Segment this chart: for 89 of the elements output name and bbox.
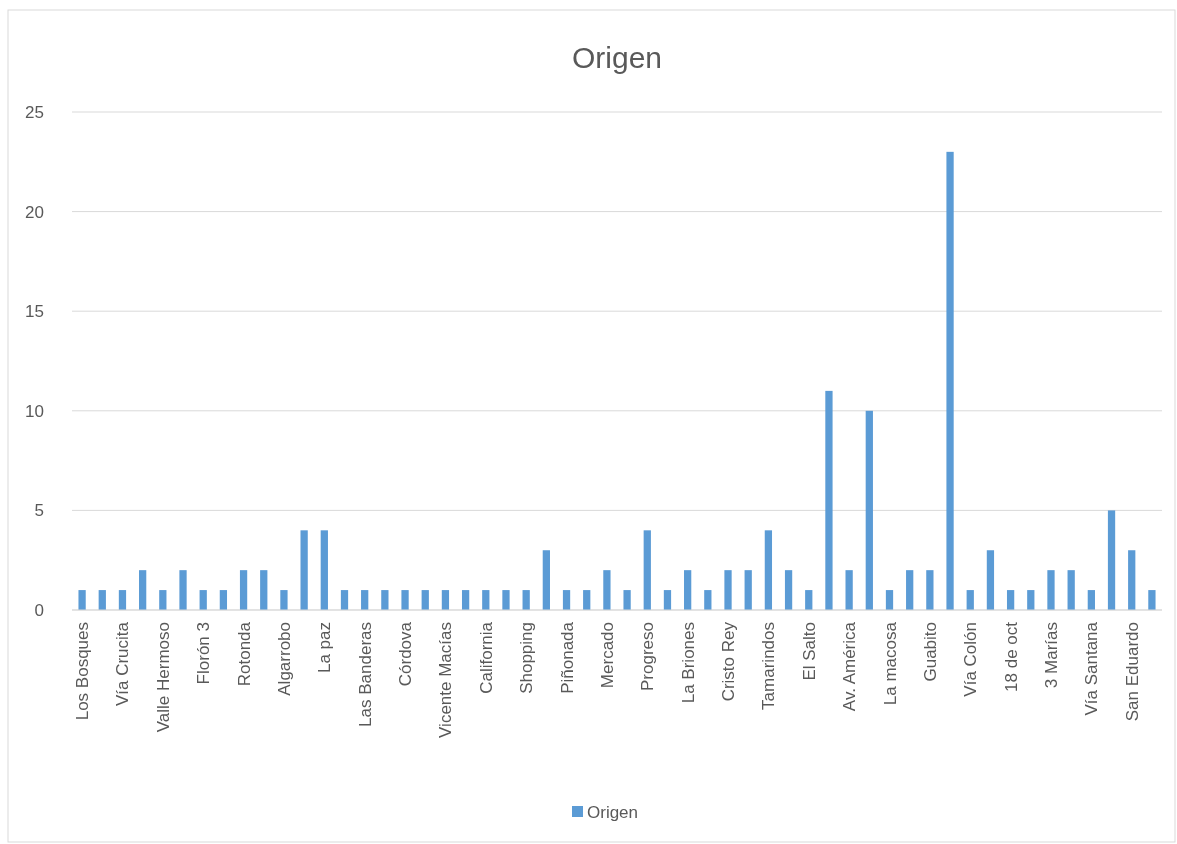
bar (179, 570, 187, 610)
bar (401, 590, 409, 610)
bar (704, 590, 712, 610)
x-tick-label: Vicente Macías (436, 622, 456, 738)
bar (1067, 570, 1075, 610)
bar (1148, 590, 1156, 610)
x-tick-label: Shopping (517, 622, 537, 694)
x-tick-label: California (476, 621, 496, 694)
bar (219, 590, 228, 610)
y-tick-label: 25 (25, 102, 44, 122)
bar (542, 550, 550, 610)
bar (906, 570, 914, 610)
x-tick-label: Av. América (840, 621, 860, 712)
x-tick-label: Valle Hermoso (153, 622, 173, 733)
x-tick-label: Cristo Rey (719, 621, 739, 702)
bar (885, 590, 894, 610)
bar (603, 570, 611, 610)
bar (239, 570, 248, 610)
x-tick-label: Los Bosques (73, 622, 93, 721)
bar (461, 590, 470, 610)
bar (643, 530, 651, 610)
y-tick-label: 5 (34, 501, 44, 521)
bar (1006, 590, 1015, 610)
bar (421, 590, 429, 610)
bar (280, 590, 288, 610)
bar (865, 410, 873, 610)
x-tick-label: Algarrobo (274, 622, 294, 696)
bar (98, 590, 106, 610)
bar (482, 590, 490, 610)
bar (562, 590, 571, 610)
x-tick-label: La Briones (678, 622, 698, 704)
x-tick-label: Florón 3 (194, 622, 214, 685)
bar (926, 570, 934, 610)
x-tick-label: Guabito (920, 622, 940, 682)
bar (825, 390, 833, 610)
x-tick-label: Tamarindos (759, 622, 779, 710)
bar (946, 151, 954, 610)
x-tick-label: La macosa (880, 621, 900, 706)
bar (118, 590, 127, 610)
bar (805, 590, 813, 610)
x-tick-label: Vía Crucita (113, 621, 133, 707)
y-tick-label: 0 (34, 600, 44, 620)
bar (764, 530, 773, 610)
bar (260, 570, 268, 610)
bar (1128, 550, 1136, 610)
x-tick-label: Las Banderas (355, 622, 375, 727)
bar (1027, 590, 1035, 610)
bar (966, 590, 974, 610)
x-tick-label: Mercado (597, 622, 617, 689)
x-tick-label: Piñonada (557, 621, 577, 694)
y-tick-label: 15 (25, 302, 44, 322)
x-tick-label: 18 de oct (1001, 621, 1021, 692)
bar (320, 530, 328, 610)
x-tick-label: San Eduardo (1122, 622, 1142, 722)
bar (159, 590, 167, 610)
bar (340, 590, 349, 610)
bar (199, 590, 207, 610)
bar (663, 590, 672, 610)
x-tick-label: 3 Marías (1041, 622, 1061, 689)
bar (623, 590, 631, 610)
bar (684, 570, 692, 610)
y-tick-label: 10 (25, 401, 44, 421)
x-tick-label: El Salto (799, 622, 819, 681)
bar (78, 590, 86, 610)
x-tick-label: Córdova (396, 621, 416, 687)
chart-title: Origen (571, 41, 663, 74)
x-tick-label: Vía Santana (1082, 621, 1102, 716)
bar (361, 590, 369, 610)
bar (845, 570, 853, 610)
bar (1087, 590, 1095, 610)
bar (744, 570, 752, 610)
bar (139, 570, 147, 610)
bar (1107, 510, 1116, 610)
bar (986, 550, 995, 610)
x-tick-label: Progreso (638, 622, 658, 691)
bar (381, 590, 389, 610)
y-tick-label: 20 (25, 202, 44, 222)
bar (300, 530, 308, 610)
bar (502, 590, 510, 610)
x-tick-label: Rotonda (234, 621, 254, 687)
bar (583, 590, 591, 610)
bar (522, 590, 530, 610)
bar (441, 590, 450, 610)
x-tick-label: Vía Colón (961, 622, 981, 697)
bar (1047, 570, 1055, 610)
legend-label: Origen (587, 803, 639, 822)
bar (724, 570, 732, 610)
x-tick-label: La paz (315, 622, 335, 674)
bar (784, 570, 793, 610)
